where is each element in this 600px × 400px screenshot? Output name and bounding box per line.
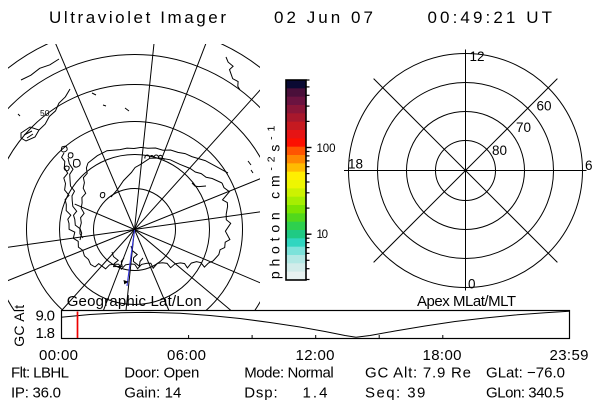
svg-text:Door: Open: Door: Open — [124, 365, 199, 382]
svg-text:50: 50 — [40, 108, 50, 118]
svg-text:00:49:21 UT: 00:49:21 UT — [428, 8, 553, 27]
svg-text:02 Jun 07: 02 Jun 07 — [274, 8, 373, 27]
svg-text:0: 0 — [468, 277, 476, 292]
svg-text:Dsp:: Dsp: — [244, 385, 278, 400]
svg-text:23:59: 23:59 — [550, 347, 589, 364]
svg-text:1.4: 1.4 — [303, 385, 328, 400]
svg-text:1.8: 1.8 — [36, 325, 56, 342]
svg-text:GC Alt: 7.9 Re: GC Alt: 7.9 Re — [365, 365, 471, 382]
svg-text:IP: 36.0: IP: 36.0 — [11, 385, 61, 400]
svg-text:6: 6 — [585, 158, 593, 173]
svg-text:100: 100 — [317, 143, 336, 155]
svg-text:12: 12 — [470, 49, 485, 64]
svg-text:18:00: 18:00 — [423, 347, 462, 364]
svg-text:18: 18 — [348, 157, 363, 172]
svg-text:Mode: Normal: Mode: Normal — [244, 365, 334, 382]
svg-text:70: 70 — [516, 120, 531, 135]
svg-text:00:00: 00:00 — [39, 347, 78, 364]
svg-text:GLat: −76.0: GLat: −76.0 — [486, 365, 565, 382]
svg-text:photon cm-2s-1: photon cm-2s-1 — [266, 121, 283, 279]
svg-text:Geographic Lat/Lon: Geographic Lat/Lon — [67, 293, 202, 310]
svg-text:GLon: 340.5: GLon: 340.5 — [486, 385, 564, 400]
svg-text:GC Alt: GC Alt — [11, 305, 27, 347]
svg-text:9.0: 9.0 — [36, 308, 56, 325]
svg-text:06:00: 06:00 — [167, 347, 206, 364]
svg-text:60: 60 — [537, 99, 552, 114]
svg-text:10: 10 — [317, 229, 329, 241]
svg-text:Flt: LBHL: Flt: LBHL — [11, 365, 69, 382]
svg-text:Gain: 14: Gain: 14 — [124, 385, 181, 400]
svg-text:Seq: 39: Seq: 39 — [365, 385, 425, 400]
svg-text:80: 80 — [492, 143, 507, 158]
svg-text:Apex MLat/MLT: Apex MLat/MLT — [417, 293, 516, 310]
svg-text:12:00: 12:00 — [296, 347, 335, 364]
